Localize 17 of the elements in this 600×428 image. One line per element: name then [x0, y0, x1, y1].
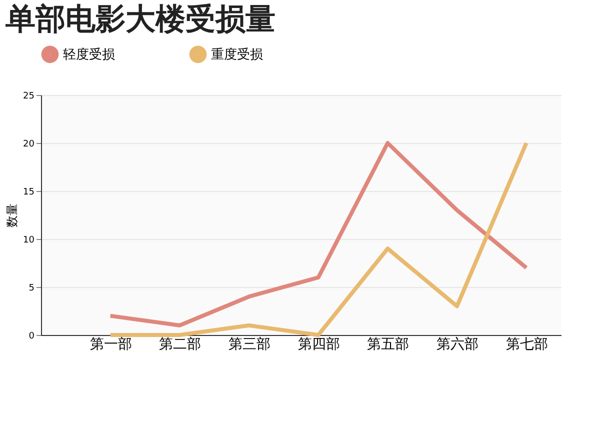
x-tick-label: 第六部: [436, 336, 478, 352]
y-tick-label: 10: [23, 236, 35, 246]
chart-title: 单部电影大楼受损量: [4, 2, 276, 37]
x-tick-label: 第七部: [506, 336, 548, 352]
y-tick-label: 0: [28, 332, 35, 342]
x-tick-label: 第一部: [90, 336, 132, 352]
y-axis-title: 数量: [5, 204, 20, 228]
y-tick-label: 15: [23, 188, 34, 198]
x-tick-label: 第三部: [228, 336, 270, 352]
y-tick-label: 5: [28, 284, 34, 294]
y-tick-label: 25: [23, 92, 34, 102]
legend-label: 轻度受损: [63, 46, 115, 62]
x-tick-label: 第二部: [159, 336, 202, 352]
x-tick-label: 第五部: [367, 336, 410, 352]
y-tick-label: 20: [23, 140, 35, 150]
legend-label: 重度受损: [211, 46, 263, 62]
x-tick-label: 第四部: [298, 336, 340, 352]
